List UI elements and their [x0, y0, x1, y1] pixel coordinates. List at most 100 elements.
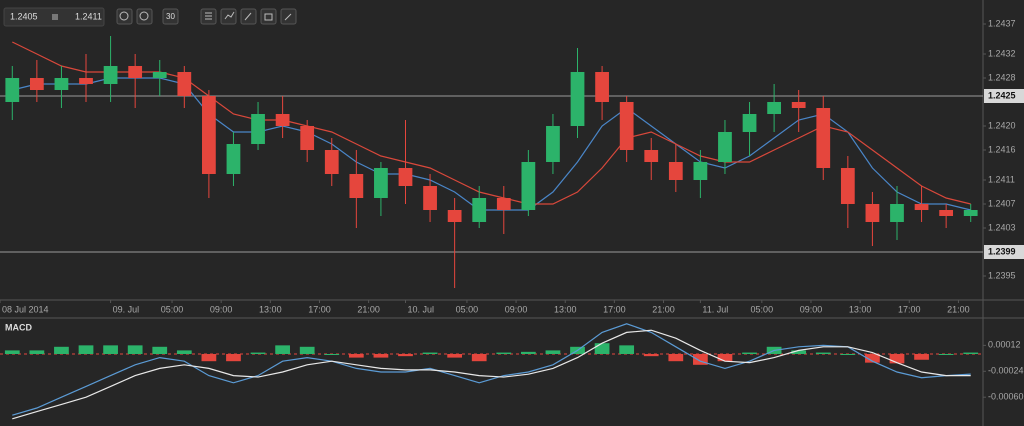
histogram-bar [865, 354, 880, 363]
histogram-bar [742, 352, 757, 354]
candle-body [791, 102, 806, 108]
x-tick-label: 05:00 [456, 304, 479, 314]
x-tick-label: 09:00 [505, 304, 528, 314]
y-tick-label: 1.2403 [988, 222, 1016, 232]
histogram-bar [275, 345, 290, 354]
level-label-box [984, 245, 1024, 259]
histogram-bar [594, 343, 610, 354]
timeframe-button[interactable] [162, 8, 179, 25]
candle-body [718, 132, 732, 162]
y-tick-label: 0.00012 [988, 340, 1021, 350]
candle-body [767, 102, 781, 114]
candle-body [840, 168, 855, 204]
x-tick-label: 09. Jul [113, 304, 140, 314]
histogram-bar [619, 345, 635, 354]
macd-line [12, 323, 971, 416]
histogram-bar [791, 350, 807, 354]
candle-body [496, 198, 511, 210]
candle-body [79, 78, 93, 84]
histogram-bar [152, 346, 168, 354]
histogram-bar [815, 352, 831, 354]
zoom-out-icon [119, 11, 129, 21]
y-tick-label: -0.00024 [988, 366, 1024, 376]
ask-price: 1.2411 [75, 11, 102, 21]
candle-body [447, 210, 462, 222]
candle-body [865, 204, 880, 222]
x-tick-label: 17:00 [603, 304, 626, 314]
candle-body [668, 162, 683, 180]
candle-body [103, 66, 118, 84]
histogram-bar [963, 352, 979, 354]
candle-body [963, 210, 978, 216]
histogram-bar [348, 354, 364, 358]
x-tick-label: 11. Jul [702, 304, 728, 314]
histogram-bar [668, 354, 684, 362]
x-tick-label: 05:00 [161, 304, 184, 314]
candle-body [349, 174, 364, 198]
histogram-bar [447, 354, 463, 358]
x-tick-label: 21:00 [652, 304, 675, 314]
histogram-bar [4, 350, 20, 354]
annotate-button[interactable] [260, 8, 277, 25]
candle-body [152, 72, 167, 78]
y-tick-label: 1.2411 [988, 174, 1015, 184]
candle-body [693, 162, 708, 180]
panel-title: MACD [5, 322, 32, 332]
moving-average-line [12, 77, 971, 211]
x-tick-label: 13:00 [554, 304, 577, 314]
histogram-bar [29, 350, 45, 354]
histogram-bar [496, 352, 512, 354]
toolbar-icons [205, 11, 292, 21]
candle-body [521, 162, 536, 210]
candle-body [398, 168, 413, 186]
candle-body [300, 126, 315, 150]
candle-body [595, 72, 609, 102]
candle-body [890, 204, 904, 222]
x-tick-label: 08 Jul 2014 [2, 304, 49, 314]
histogram-bar [201, 354, 217, 362]
x-tick-label: 13:00 [259, 304, 282, 314]
y-tick-label: 1.2407 [988, 198, 1016, 208]
histogram-bar [226, 354, 241, 362]
candle-body [742, 114, 757, 132]
y-tick-label: -0.00060 [988, 392, 1024, 402]
histogram-bar [250, 352, 266, 354]
y-tick-label: 1.2437 [988, 18, 1016, 28]
x-tick-label: 09:00 [800, 304, 823, 314]
zoom-in-button[interactable] [136, 8, 153, 25]
histogram-bar [127, 345, 143, 354]
histogram-bar [914, 354, 929, 360]
histogram-bar [545, 350, 561, 354]
candle-body [202, 96, 216, 174]
histogram-bar [324, 354, 340, 355]
candle-body [472, 198, 487, 222]
x-tick-label: 17:00 [308, 304, 331, 314]
y-tick-label: 1.2428 [988, 72, 1016, 82]
zoom-out-button[interactable] [116, 8, 133, 25]
histogram-bar [422, 352, 438, 354]
histogram-bar [643, 354, 659, 357]
histogram-bar [373, 354, 389, 358]
histogram-bar [398, 354, 413, 357]
histogram-bar [889, 354, 905, 364]
candle-body [128, 66, 143, 78]
y-tick-label: 1.2395 [988, 270, 1016, 280]
histogram-bar [520, 351, 536, 354]
histogram-bar [693, 354, 708, 365]
y-tick-label: 1.2420 [988, 120, 1016, 130]
chart-type-button[interactable] [220, 8, 237, 25]
histogram-bar [78, 345, 94, 354]
x-tick-label: 21:00 [947, 304, 970, 314]
moving-average-line [12, 41, 971, 205]
histogram-bar [54, 346, 69, 354]
quote-separator [52, 14, 58, 20]
histogram-bar [176, 350, 192, 354]
candle-body [423, 186, 437, 210]
timeframe: 30 [166, 12, 175, 21]
histogram-bar [717, 354, 733, 362]
x-tick-label: 10. Jul [407, 304, 434, 314]
candle-body [619, 102, 634, 150]
candle-body [226, 144, 241, 174]
candle-body [644, 150, 659, 162]
